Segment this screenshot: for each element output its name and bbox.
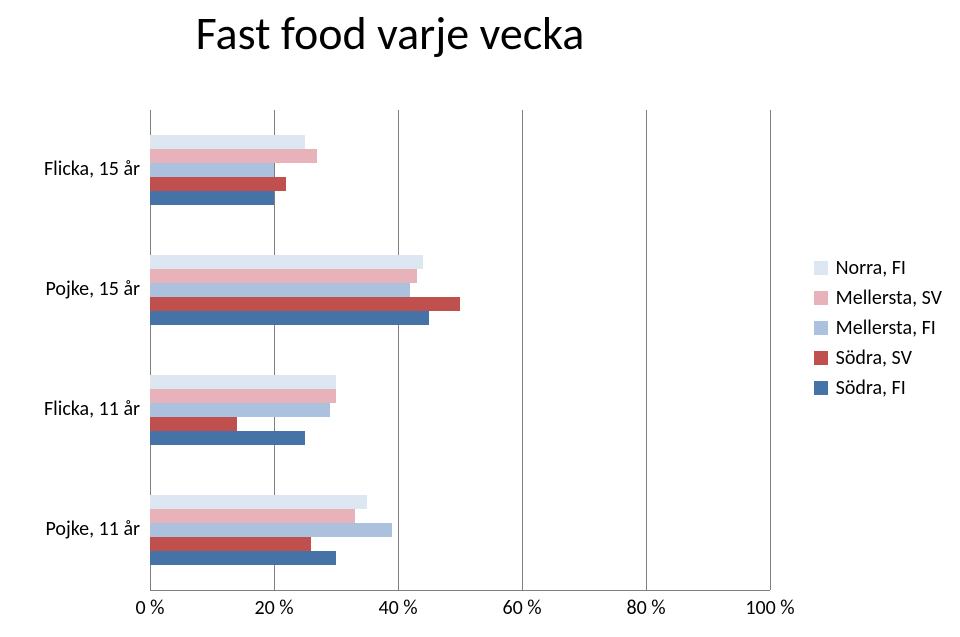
bar [150,177,286,191]
legend-swatch [814,261,828,275]
legend-item: Södra, SV [814,346,942,370]
legend-item: Södra, FI [814,376,942,400]
x-axis-label: 100 % [740,596,800,620]
legend: Norra, FI Mellersta, SV Mellersta, FI Södra… [814,250,942,406]
y-axis-label: Pojke, 11 år [0,519,140,539]
bar [150,135,305,149]
legend-swatch [814,321,828,335]
bar-group [150,470,770,590]
bar-group [150,230,770,350]
bar [150,431,305,445]
bar [150,311,429,325]
bar [150,255,423,269]
y-axis-label: Pojke, 15 år [0,279,140,299]
plot-area [150,110,770,591]
legend-swatch [814,291,828,305]
bar [150,269,417,283]
legend-label: Södra, FI [836,376,906,400]
legend-item: Mellersta, SV [814,286,942,310]
legend-label: Norra, FI [836,256,906,280]
bar [150,389,336,403]
bar [150,403,330,417]
x-axis-label: 20 % [244,596,304,620]
chart-title: Fast food varje vecka [0,6,780,62]
y-axis-label: Flicka, 15 år [0,159,140,179]
x-axis-label: 60 % [492,596,552,620]
legend-label: Mellersta, FI [836,316,936,340]
bar [150,297,460,311]
bar [150,149,317,163]
bar [150,163,274,177]
bar [150,417,237,431]
legend-swatch [814,351,828,365]
bar-group [150,110,770,230]
bar [150,191,274,205]
bar-group [150,350,770,470]
y-axis-label: Flicka, 11 år [0,399,140,419]
bar [150,375,336,389]
bar [150,551,336,565]
bar [150,509,355,523]
bar [150,537,311,551]
x-axis-label: 80 % [616,596,676,620]
legend-swatch [814,381,828,395]
x-axis-label: 0 % [120,596,180,620]
legend-item: Norra, FI [814,256,942,280]
legend-label: Södra, SV [836,346,912,370]
chart-container: Fast food varje vecka Flicka, 15 år Pojke… [0,0,960,637]
legend-label: Mellersta, SV [836,286,942,310]
bar [150,523,392,537]
bar [150,495,367,509]
legend-item: Mellersta, FI [814,316,942,340]
bar [150,283,410,297]
x-axis-label: 40 % [368,596,428,620]
gridline [770,110,771,590]
